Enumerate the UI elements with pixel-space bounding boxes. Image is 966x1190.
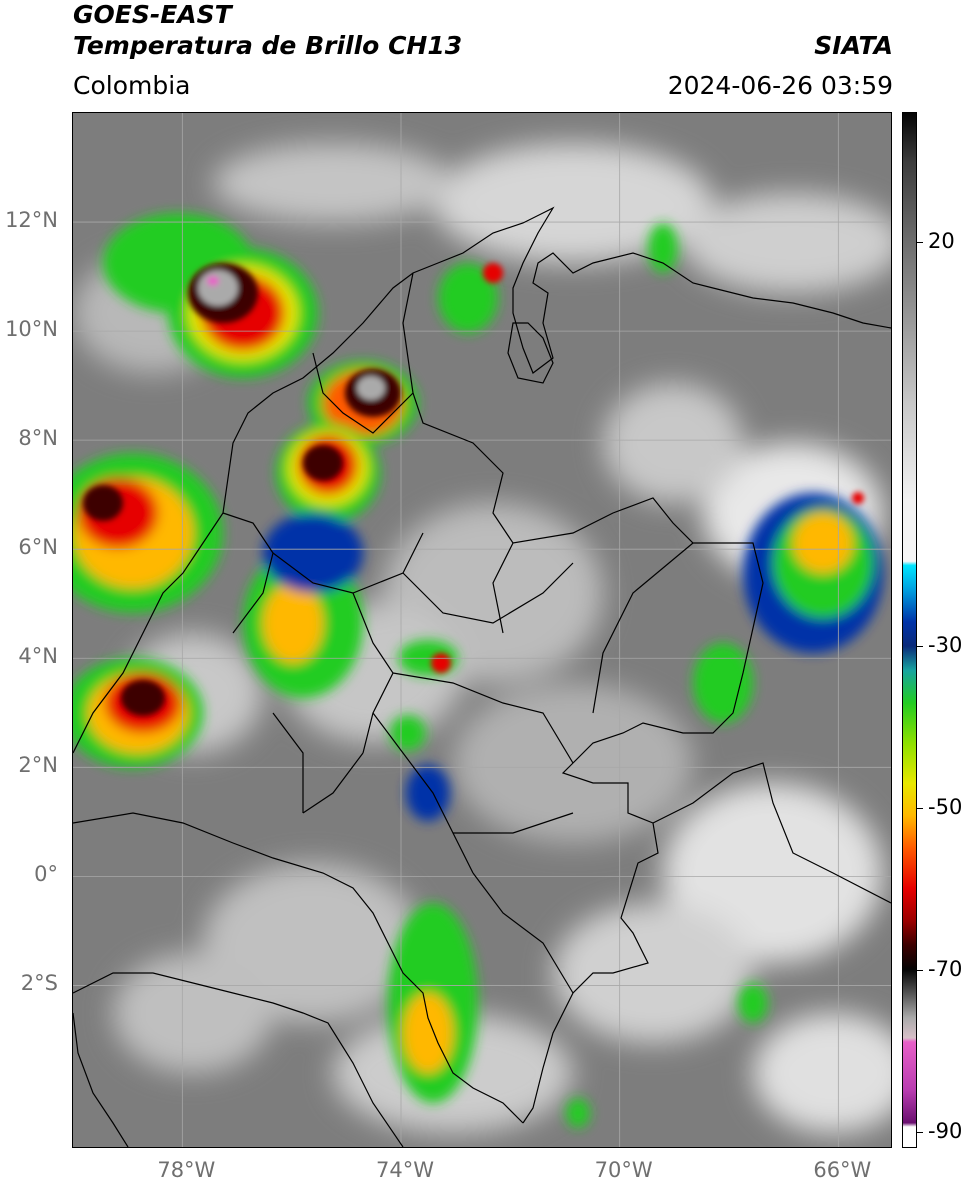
lat-tick-label: 8°N <box>18 426 58 451</box>
political-borders <box>73 206 891 1147</box>
lon-tick-label: 66°W <box>813 1158 872 1182</box>
convective-cells <box>73 213 883 1128</box>
map-canvas <box>73 113 891 1147</box>
region-label: Colombia <box>73 71 191 100</box>
colorbar-tick-label: -70 <box>928 956 963 981</box>
colorbar-tick-mark <box>917 808 923 810</box>
colorbar <box>902 112 917 1148</box>
lat-tick-label: 2°N <box>18 753 58 778</box>
datetime-label: 2024-06-26 03:59 <box>667 71 893 100</box>
colorbar-tick-mark <box>917 969 923 971</box>
product-title: Temperatura de Brillo CH13 <box>73 31 463 60</box>
colorbar-tick-label: -90 <box>928 1118 963 1143</box>
lat-tick-label: 12°N <box>5 208 58 233</box>
satellite-title: GOES-EAST <box>73 0 232 29</box>
lat-tick-label: 2°S <box>20 971 58 996</box>
agency-label: SIATA <box>814 31 893 60</box>
colorbar-tick-mark <box>917 1131 923 1133</box>
colorbar-tick-label: -30 <box>928 633 963 658</box>
lat-tick-label: 6°N <box>18 535 58 560</box>
lon-tick-label: 78°W <box>157 1158 216 1182</box>
lat-tick-label: 0° <box>34 862 58 887</box>
lat-tick-label: 4°N <box>18 644 58 669</box>
colorbar-tick-mark <box>917 241 923 243</box>
satellite-map[interactable] <box>72 112 892 1148</box>
lat-tick-label: 10°N <box>5 317 58 342</box>
colorbar-tick-label: -50 <box>928 795 963 820</box>
colorbar-tick-mark <box>917 646 923 648</box>
lon-tick-label: 70°W <box>594 1158 653 1182</box>
colorbar-tick-label: 20 <box>928 228 955 253</box>
lon-tick-label: 74°W <box>376 1158 434 1182</box>
graticule <box>73 113 891 1147</box>
